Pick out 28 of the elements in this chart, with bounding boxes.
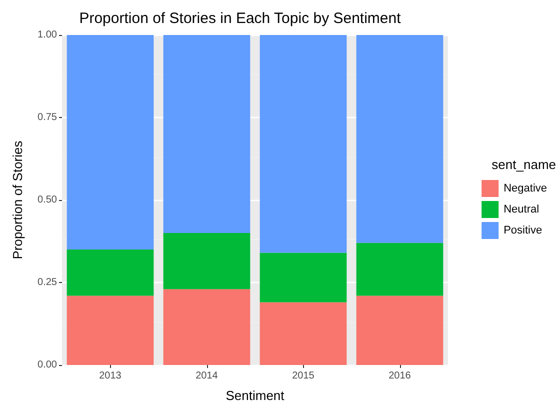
legend-label: Positive <box>504 224 542 236</box>
y-axis-title: Proportion of Stories <box>10 140 25 260</box>
x-tick-label: 2015 <box>292 370 315 382</box>
bar <box>260 252 347 302</box>
bar <box>66 296 154 365</box>
bar <box>260 302 347 365</box>
bar <box>356 242 444 296</box>
x-tick-label: 2013 <box>99 370 122 382</box>
bar <box>260 35 347 253</box>
y-tick-label: 0.50 <box>38 194 58 206</box>
x-tick-label: 2014 <box>196 370 218 382</box>
bar <box>163 35 250 233</box>
legend-label: Negative <box>504 182 548 194</box>
bar <box>356 296 444 365</box>
bar <box>66 250 154 296</box>
y-tick-label: 0.00 <box>38 360 58 370</box>
y-tick-label: 0.25 <box>38 277 58 288</box>
bar <box>356 35 444 243</box>
bar <box>163 233 250 290</box>
x-tick-label: 2016 <box>388 370 412 382</box>
legend-label: Neutral <box>504 204 540 216</box>
x-axis-title: Sentiment <box>226 388 285 403</box>
bar <box>66 35 154 250</box>
y-tick-label: 0.75 <box>38 112 58 123</box>
y-tick-label: 1.00 <box>38 30 58 40</box>
chart-title: Proportion of Stories in Each Topic by Sentiment <box>79 10 402 27</box>
bar <box>163 289 250 365</box>
legend-title: sent_name <box>492 157 556 172</box>
